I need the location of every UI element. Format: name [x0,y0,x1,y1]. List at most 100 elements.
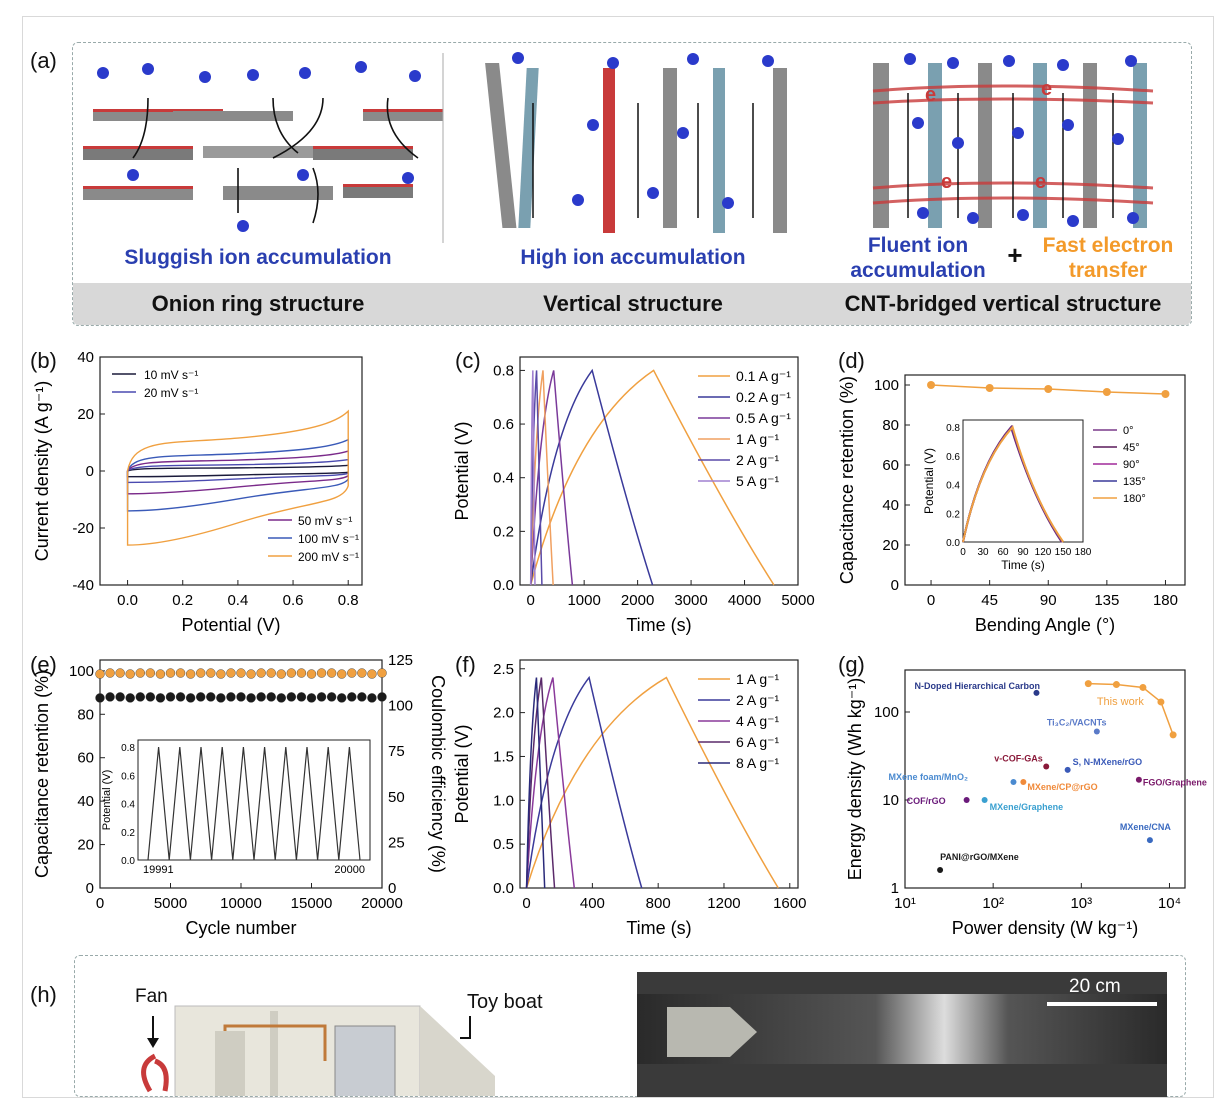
boat-label: Toy boat [467,991,543,1013]
y-right-tick-label: 100 [388,698,413,715]
cycle-point [296,668,307,678]
ragone-point [937,867,944,874]
cycle-point [357,692,367,702]
cycle-point [347,668,357,678]
y-tick-label: 100 [874,377,899,394]
legend-label: 100 mV s⁻¹ [298,532,359,546]
legend-label: 6 A g⁻¹ [736,734,780,750]
y-tick-label: 100 [874,704,899,721]
fluent-ion-label: Fluent ion accumulation [850,234,986,282]
inset-x-tick: 60 [997,547,1009,558]
this-work-point [1157,698,1165,706]
cycle-point [246,669,256,679]
cnt-bridged-sheets: e e e e [872,63,1154,228]
gcd-curve [525,675,643,889]
cycle-point [326,692,337,702]
gcd-curve [529,370,543,586]
gcd-curve [529,370,574,586]
y-tick-label: 20 [77,837,94,854]
gcd-curve [525,676,779,889]
ragone-point [981,796,988,803]
ragone-label: MXene/Graphene [990,802,1064,812]
electron-mark: e [925,84,936,106]
x-tick-label: 5000 [781,592,814,609]
x-tick-label: 1600 [773,895,806,912]
legend-label: 0.5 A g⁻¹ [736,410,791,426]
legend-label: 1 A g⁻¹ [736,431,780,447]
inset-y-tick: 0.8 [946,423,960,434]
y-tick-label: 20 [882,537,899,554]
ragone-label: S, N-MXene/rGO [1073,757,1143,767]
y-tick-label: 0.0 [493,880,514,897]
inset-y-tick: 0.6 [121,771,135,782]
y-tick-label: 0.4 [493,470,514,487]
legend-label: 50 mV s⁻¹ [298,514,352,528]
cycle-point [196,692,206,702]
legend-label: 180° [1123,493,1146,505]
fast-electron-label: Fast electron transfer [1042,234,1174,282]
gcd-curve [529,370,536,586]
retention-point [1102,388,1111,396]
panel-label-h: (h) [30,982,57,1007]
x-tick-label: 4000 [728,592,761,609]
y-right-tick-label: 25 [388,834,405,851]
ragone-point [1093,728,1100,735]
ragone-point [1064,766,1071,773]
cycle-point [347,692,357,702]
cycle-point [206,692,216,702]
x-axis-label: Time (s) [626,918,691,938]
x-tick-label: 10¹ [894,895,916,912]
retention-point [927,381,936,389]
panel-label-d: (d) [838,348,865,373]
x-tick-label: 10³ [1070,895,1092,912]
ragone-point [1146,837,1153,844]
ragone-label: FGO/Graphene [1143,778,1207,788]
cycle-point [165,668,176,678]
gcd-curve [525,677,546,889]
panel-label-b: (b) [30,348,57,373]
demo-panel: Fan Toy boat 20 cm [74,955,1186,1097]
electron-mark: e [1041,78,1052,100]
ragone-point [1010,779,1017,786]
cycle-point [95,693,105,703]
panel-label-e: (e) [30,652,57,677]
x-tick-label: 800 [646,895,671,912]
electron-mark: e [941,171,952,193]
x-tick-label: 2000 [621,592,654,609]
y-axis-label: Potential (V) [452,421,472,520]
cycle-point [306,693,317,703]
cycle-point [296,692,307,702]
y-tick-label: 60 [77,750,94,767]
x-tick-label: 10² [982,895,1004,912]
x-tick-label: 90 [1040,592,1057,609]
x-axis-label: Time (s) [626,615,691,635]
fan-label: Fan [135,986,168,1007]
cycle-point [236,668,246,678]
y-right-axis-label: Coulombic efficiency (%) [428,675,448,873]
gcd-curve [529,368,654,586]
y-axis-label: Energy density (Wh kg⁻¹) [845,678,865,881]
cycle-point [135,692,145,702]
inset-x-label: Time (s) [1001,558,1045,572]
y-tick-label: 2.0 [493,705,514,722]
legend-label: 0.2 A g⁻¹ [736,389,791,405]
y-tick-label: 0.0 [493,577,514,594]
x-tick-label: 0 [522,895,530,912]
y-tick-label: 2.5 [493,661,514,678]
ions [97,52,1139,232]
inset-x-tick: 180 [1075,547,1092,558]
x-axis-label: Power density (W kg⁻¹) [952,918,1139,938]
cycle-point [145,668,156,678]
boat-illustration [141,1005,495,1096]
legend-label: 10 mV s⁻¹ [144,368,198,382]
this-work-point [1169,731,1177,739]
x-tick-label: 1200 [707,895,740,912]
x-tick-label: 0 [96,895,104,912]
inset-y-tick: 0.4 [121,800,135,811]
cycle-point [95,669,105,679]
ragone-point [963,796,970,803]
cycle-point [316,692,327,702]
legend-label: 45° [1123,442,1140,454]
